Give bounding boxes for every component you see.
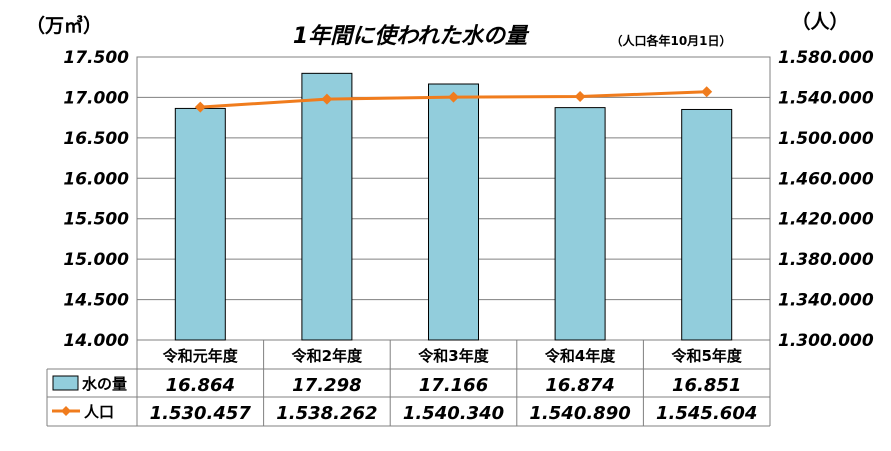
left-tick-label: 16.000	[63, 169, 129, 189]
category-label: 令和3年度	[418, 347, 489, 365]
water-value-cell: 16.851	[672, 375, 741, 396]
water-bar	[554, 107, 606, 341]
right-tick-label: 1.500.000	[778, 129, 874, 149]
water-value-cell: 17.298	[292, 375, 361, 396]
population-line-layer	[194, 86, 713, 113]
left-axis-ticks: 14.000 14.500 15.000 15.500 16.000 16.500 17.0…	[63, 48, 129, 351]
right-tick-label: 1.340.000	[778, 291, 874, 311]
population-point	[574, 91, 586, 103]
population-point	[701, 86, 713, 98]
left-tick-label: 14.000	[63, 331, 129, 351]
left-tick-label: 16.500	[63, 129, 129, 149]
population-value-cell: 1.545.604	[656, 403, 757, 424]
left-tick-label: 14.500	[63, 291, 129, 311]
right-tick-label: 1.300.000	[778, 331, 874, 351]
population-value-cell: 1.540.340	[403, 403, 504, 424]
water-value-cell: 16.864	[166, 375, 235, 396]
population-series-name: 人口	[84, 403, 114, 421]
left-tick-label: 17.000	[63, 88, 129, 108]
right-tick-label: 1.580.000	[778, 48, 874, 68]
population-point	[448, 91, 459, 103]
water-bar	[174, 107, 226, 341]
left-axis-unit: （万㎥）	[26, 14, 102, 37]
right-axis-ticks: 1.300.000 1.340.000 1.380.000 1.420.000 1.46…	[778, 48, 874, 351]
water-bar	[681, 108, 733, 341]
population-point	[194, 101, 206, 113]
population-value-cell: 1.530.457	[150, 403, 252, 424]
water-legend-swatch	[52, 375, 79, 391]
bars	[174, 72, 733, 341]
right-axis-unit: （人）	[791, 10, 848, 33]
water-bar	[428, 83, 479, 341]
category-label: 令和2年度	[292, 347, 363, 365]
right-tick-label: 1.380.000	[778, 250, 874, 270]
left-tick-label: 15.500	[63, 210, 129, 230]
water-bar	[301, 72, 353, 341]
left-tick-label: 17.500	[63, 48, 129, 68]
right-tick-label: 1.420.000	[778, 210, 874, 230]
category-label: 令和元年度	[163, 347, 239, 365]
population-point	[321, 93, 333, 105]
category-label: 令和5年度	[671, 347, 742, 365]
water-value-cell: 17.166	[419, 375, 488, 396]
chart-subtitle: （人口各年10月1日）	[610, 33, 731, 48]
left-tick-label: 15.000	[63, 250, 129, 270]
population-value-cell: 1.538.262	[276, 403, 377, 424]
water-series-name: 水の量	[82, 375, 127, 393]
population-value-cell: 1.540.890	[529, 403, 630, 424]
water-value-cell: 16.874	[545, 375, 614, 396]
category-label: 令和4年度	[545, 347, 616, 365]
population-legend-marker	[61, 406, 71, 416]
right-tick-label: 1.460.000	[778, 169, 874, 189]
right-tick-label: 1.540.000	[778, 88, 874, 108]
chart-title: 1年間に使われた水の量	[293, 23, 530, 49]
